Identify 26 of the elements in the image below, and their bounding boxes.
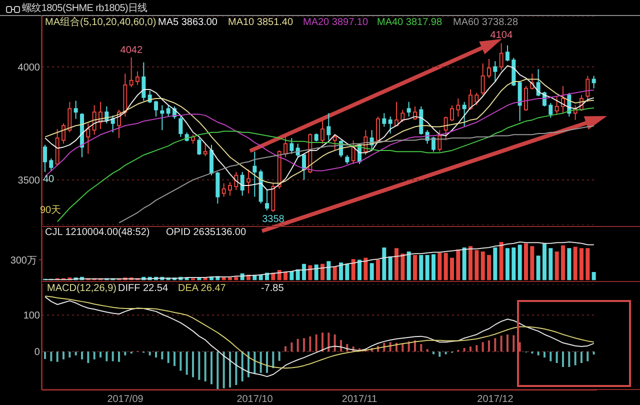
text: MA60 3738.28 — [453, 17, 518, 28]
text: MA10 3851.40 — [228, 17, 294, 28]
series-label: DIFF 22.54 — [118, 283, 168, 294]
y-tick-label: 300万 — [10, 256, 37, 267]
annotation: OPID 2635136.00 — [166, 227, 246, 238]
chart-title: 螺纹1805(SHME rb1805)日线 — [22, 3, 148, 15]
annotation: 3358 — [261, 214, 286, 226]
legend-title: MACD(12,26,9) — [47, 283, 116, 294]
text: MA40 3817.98 — [377, 17, 442, 28]
series-label: DEA 26.47 — [178, 283, 226, 294]
y-tick-label: 4000 — [18, 62, 40, 74]
text: MA20 3897.10 — [303, 17, 368, 28]
annotation: 4042 — [119, 44, 144, 56]
legend-title: MA组合(5,10,20,40,60,0) — [45, 17, 156, 28]
annotation: CJL 1210004.00(48:52) — [45, 227, 150, 238]
annotation: -7.85 — [261, 283, 284, 294]
x-tick-label: 2017/11 — [342, 394, 378, 405]
x-tick-label: 2017/12 — [477, 394, 514, 405]
annotation: 4104 — [489, 30, 514, 42]
y-tick-label: 0 — [34, 346, 40, 358]
y-tick-label: 100 — [23, 310, 40, 322]
y-tick-label: 3500 — [18, 176, 40, 187]
annotation: 40 — [43, 174, 54, 185]
x-tick-label: 2017/10 — [236, 394, 274, 405]
x-tick-label: 2017/09 — [107, 394, 144, 405]
text: MA5 3863.00 — [158, 17, 218, 28]
